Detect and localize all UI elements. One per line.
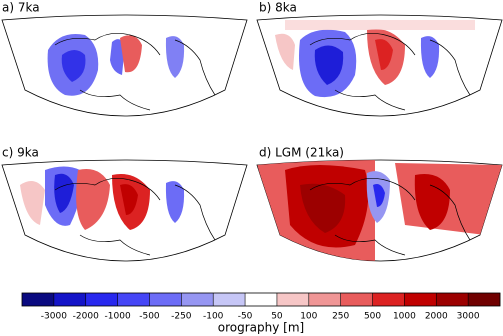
- colorbar-tick-label: 100: [300, 312, 317, 322]
- colorbar-tick-label: 50: [271, 312, 283, 322]
- colorbar-segment: [404, 293, 437, 306]
- coastline: [309, 33, 471, 111]
- panel-title: c) 9ka: [2, 146, 39, 160]
- colorbar-segment: [117, 293, 150, 306]
- colorbar-label: orography [m]: [218, 321, 304, 335]
- colorbar-tick-label: 1000: [393, 312, 416, 322]
- anomaly-field: [275, 20, 475, 98]
- panel: a) 7ka: [1, 1, 248, 117]
- panel: b) 8ka: [256, 1, 503, 117]
- panel: d) LGM (21ka): [256, 146, 503, 262]
- colorbar-tick-label: -50: [238, 312, 253, 322]
- colorbar-tick-label: 500: [364, 312, 381, 322]
- colorbar-segment: [276, 293, 310, 306]
- colorbar-segment: [53, 293, 87, 306]
- colorbar-segment: [245, 293, 278, 306]
- colorbar-tick-label: -500: [139, 312, 160, 322]
- colorbar-tick-label: -1000: [105, 312, 131, 322]
- colorbar-segment: [213, 293, 246, 306]
- colorbar-segment: [22, 293, 55, 306]
- coastline: [54, 33, 216, 111]
- panel-title: a) 7ka: [2, 1, 40, 15]
- colorbar-frame: [21, 292, 501, 307]
- colorbar-tick-label: 2000: [425, 312, 448, 322]
- colorbar-tick-label: 3000: [457, 312, 480, 322]
- colorbar-segment: [308, 293, 341, 306]
- anomaly-field: [47, 34, 185, 96]
- colorbar-tick-label: -2000: [73, 312, 99, 322]
- colorbar-tick-label: -3000: [41, 312, 67, 322]
- colorbar-segment: [149, 293, 182, 306]
- colorbar-segment: [181, 293, 214, 306]
- colorbar-segment: [340, 293, 373, 306]
- coastline: [54, 178, 216, 256]
- colorbar-tick-label: 250: [332, 312, 349, 322]
- colorbar-segment: [85, 293, 118, 306]
- colorbar-segment: [468, 293, 501, 306]
- panel: c) 9ka: [1, 146, 248, 262]
- anomaly-field: [20, 166, 185, 230]
- panel-title: b) 8ka: [259, 1, 297, 15]
- colorbar-segment: [436, 293, 469, 306]
- coastline: [309, 178, 471, 256]
- colorbar-segment: [372, 293, 405, 306]
- colorbar: -3000 -2000 -1000 -500 -250 -100 -50 50 100 250 50…: [21, 292, 501, 322]
- colorbar-tick-label: -100: [203, 312, 224, 322]
- panel-title: d) LGM (21ka): [259, 146, 344, 160]
- colorbar-tick-label: -250: [171, 312, 192, 322]
